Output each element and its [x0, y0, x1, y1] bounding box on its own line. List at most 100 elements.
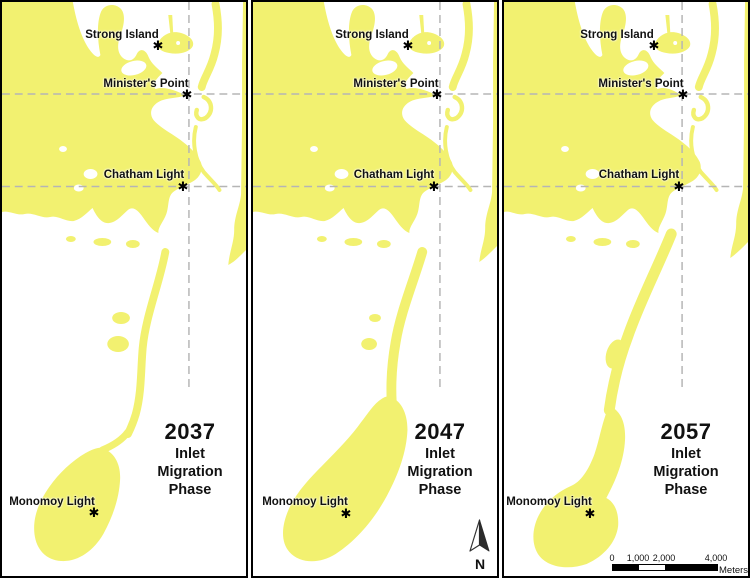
barrier-recurve: [445, 94, 465, 122]
phase-line: Migration: [653, 464, 719, 480]
map-panel-2057: Strong Island ✱ Minister's Point ✱ Chath…: [502, 0, 750, 578]
ministers-point-marker-icon: ✱: [677, 87, 689, 103]
strong-island-shape: [157, 32, 194, 54]
barrier-recurve: [194, 94, 214, 122]
chatham-light-marker-icon: ✱: [428, 179, 440, 195]
ministers-point-marker-icon: ✱: [181, 87, 193, 103]
monomoy-light-marker-icon: ✱: [340, 506, 352, 522]
strong-island-marker-icon: ✱: [152, 38, 164, 54]
spit-islet: [107, 336, 129, 352]
map-canvas-2037: [2, 2, 246, 562]
gridlines: [504, 2, 748, 390]
scale-segment-black: [613, 565, 639, 570]
shoal-islet: [65, 236, 76, 242]
scale-unit-label: Meters: [719, 565, 749, 576]
scale-segment-black: [665, 565, 717, 570]
outer-beach-sliver: [730, 2, 748, 258]
landmass-group: [2, 2, 246, 562]
barrier-sliver: [689, 125, 719, 192]
year-caption-2057: 2057 Inlet Migration Phase: [621, 419, 748, 499]
label-chatham-light: Chatham Light: [598, 169, 680, 181]
year-text: 2037: [164, 419, 216, 444]
map-panel-2037: Strong Island ✱ Minister's Point ✱ Chath…: [0, 0, 248, 578]
landmass-group: [504, 2, 748, 568]
label-ministers-point: Minister's Point: [353, 78, 439, 90]
strong-island-marker-icon: ✱: [402, 38, 414, 54]
barrier-sliver: [443, 125, 473, 192]
shoal-islet: [93, 238, 112, 246]
strong-island-flat: [665, 15, 671, 33]
spit-tail: [98, 428, 132, 454]
phase-line: Migration: [407, 464, 473, 480]
label-monomoy-light: Monomoy Light: [506, 496, 592, 508]
spit-ribbon: [603, 228, 677, 416]
year-caption-2037: 2037 Inlet Migration Phase: [125, 419, 246, 499]
monomoy-shape: [34, 447, 121, 562]
mainland-shape: [2, 2, 202, 233]
phase-line: Migration: [157, 464, 223, 480]
phase-line: Inlet: [671, 446, 701, 462]
label-strong-island: Strong Island: [580, 29, 654, 41]
gridlines: [2, 2, 246, 390]
shoal-islet: [376, 240, 391, 248]
gridlines: [253, 2, 497, 390]
label-monomoy-light: Monomoy Light: [262, 496, 348, 508]
barrier-sliver: [192, 125, 222, 192]
shoal-islet: [593, 238, 612, 246]
chatham-light-marker-icon: ✱: [177, 179, 189, 195]
year-text: 2057: [660, 419, 712, 444]
strong-island-shape: [654, 32, 691, 54]
map-canvas-2047: [253, 2, 497, 562]
scale-tick-1000: 1,000: [626, 553, 650, 563]
year-caption-2047: 2047 Inlet Migration Phase: [375, 419, 497, 499]
strong-island-marker-icon: ✱: [648, 38, 660, 54]
scale-segment-white: [639, 565, 665, 570]
label-chatham-light: Chatham Light: [353, 169, 435, 181]
map-panel-2047: Strong Island ✱ Minister's Point ✱ Chath…: [251, 0, 499, 578]
shoal-islet: [125, 240, 140, 248]
barrier-recurve: [691, 94, 711, 122]
spit-bulge: [605, 339, 625, 369]
water-holes: [59, 41, 181, 192]
strong-island-flat: [168, 15, 174, 33]
mainland-shape: [504, 2, 701, 233]
label-strong-island: Strong Island: [85, 29, 159, 41]
phase-line: Inlet: [175, 446, 205, 462]
phase-line: Phase: [664, 482, 708, 498]
scale-bar-segments: [612, 564, 718, 571]
label-ministers-point: Minister's Point: [598, 78, 684, 90]
north-arrow-label: N: [474, 556, 486, 572]
spit-ribbon: [124, 248, 170, 438]
phase-line: Phase: [418, 482, 462, 498]
label-strong-island: Strong Island: [335, 29, 409, 41]
north-arrow-icon: [469, 519, 490, 552]
phase-line: Phase: [168, 482, 212, 498]
monomoy-shape: [533, 406, 626, 568]
label-ministers-point: Minister's Point: [103, 78, 189, 90]
barrier-strip: [448, 2, 473, 91]
shoal-islet: [565, 236, 576, 242]
shoal-islet: [316, 236, 327, 242]
spit-ribbon: [386, 247, 428, 407]
scale-bar: 0 1,000 2,000 4,000 Meters: [607, 553, 749, 576]
scale-tick-4000: 4,000: [704, 553, 728, 563]
label-monomoy-light: Monomoy Light: [9, 496, 95, 508]
phase-line: Inlet: [425, 446, 455, 462]
scale-tick-2000: 2,000: [652, 553, 676, 563]
spit-islet: [369, 314, 381, 322]
outer-beach-sliver: [479, 2, 497, 262]
barrier-strip: [694, 2, 719, 91]
monomoy-light-marker-icon: ✱: [88, 505, 100, 521]
map-canvas-2057: [504, 2, 748, 568]
ministers-point-marker-icon: ✱: [431, 87, 443, 103]
year-text: 2047: [414, 419, 466, 444]
monomoy-light-marker-icon: ✱: [584, 506, 596, 522]
strong-island-shape: [408, 32, 445, 54]
landmass-group: [253, 2, 497, 562]
spit-islet: [361, 338, 377, 350]
shoal-islet: [344, 238, 363, 246]
strong-island-flat: [419, 15, 425, 33]
water-holes: [310, 41, 432, 192]
shoal-islet: [626, 240, 640, 248]
